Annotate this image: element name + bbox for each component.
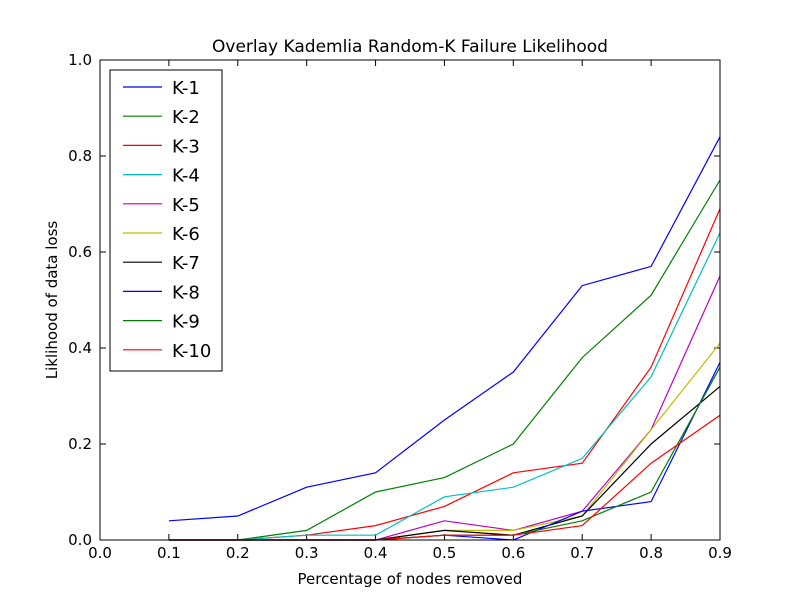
legend-label: K-10 [172, 341, 211, 362]
x-axis-label: Percentage of nodes removed [298, 570, 523, 588]
y-tick-label: 0.8 [68, 147, 92, 165]
axis-ticks: 0.0 0.1 0.2 0.3 0.4 0.5 0.6 0.7 0.8 0.9 0.0 0.2 0.4 0… [68, 51, 732, 562]
series-line-k-4 [168, 232, 721, 541]
legend-label: K-7 [172, 253, 200, 274]
x-tick-label: 0.5 [433, 544, 457, 562]
chart-title: Overlay Kademlia Random-K Failure Likeli… [212, 37, 608, 57]
legend-label: K-2 [172, 107, 200, 128]
series-line-k-2 [168, 179, 721, 541]
legend-label: K-3 [172, 136, 200, 157]
legend-label: K-1 [172, 78, 200, 99]
legend-label: K-9 [172, 312, 200, 333]
x-tick-label: 0.2 [226, 544, 250, 562]
legend-label: K-5 [172, 195, 200, 216]
y-tick-label: 1.0 [68, 51, 92, 69]
series-line-k-1 [168, 136, 721, 522]
x-tick-label: 0.7 [570, 544, 594, 562]
legend-label: K-8 [172, 282, 200, 303]
x-tick-label: 0.4 [364, 544, 388, 562]
x-tick-label: 0.9 [708, 544, 732, 562]
y-tick-label: 0.0 [68, 531, 92, 549]
y-tick-label: 0.2 [68, 435, 92, 453]
y-tick-label: 0.4 [68, 339, 92, 357]
x-tick-label: 0.6 [501, 544, 525, 562]
legend-label: K-4 [172, 166, 200, 187]
x-tick-label: 0.1 [157, 544, 181, 562]
y-axis-label: Liklihood of data loss [43, 221, 61, 380]
legend-box [109, 69, 223, 372]
y-tick-label: 0.6 [68, 243, 92, 261]
plot-frame [99, 59, 721, 541]
series-lines [168, 136, 721, 541]
x-tick-label: 0.3 [295, 544, 319, 562]
legend: K-1 K-2 K-3 K-4 K-5 K-6 K-7 K-8 K-9 K-10 [109, 69, 223, 372]
x-tick-label: 0.0 [88, 544, 112, 562]
x-tick-label: 0.8 [639, 544, 663, 562]
legend-label: K-6 [172, 224, 200, 245]
